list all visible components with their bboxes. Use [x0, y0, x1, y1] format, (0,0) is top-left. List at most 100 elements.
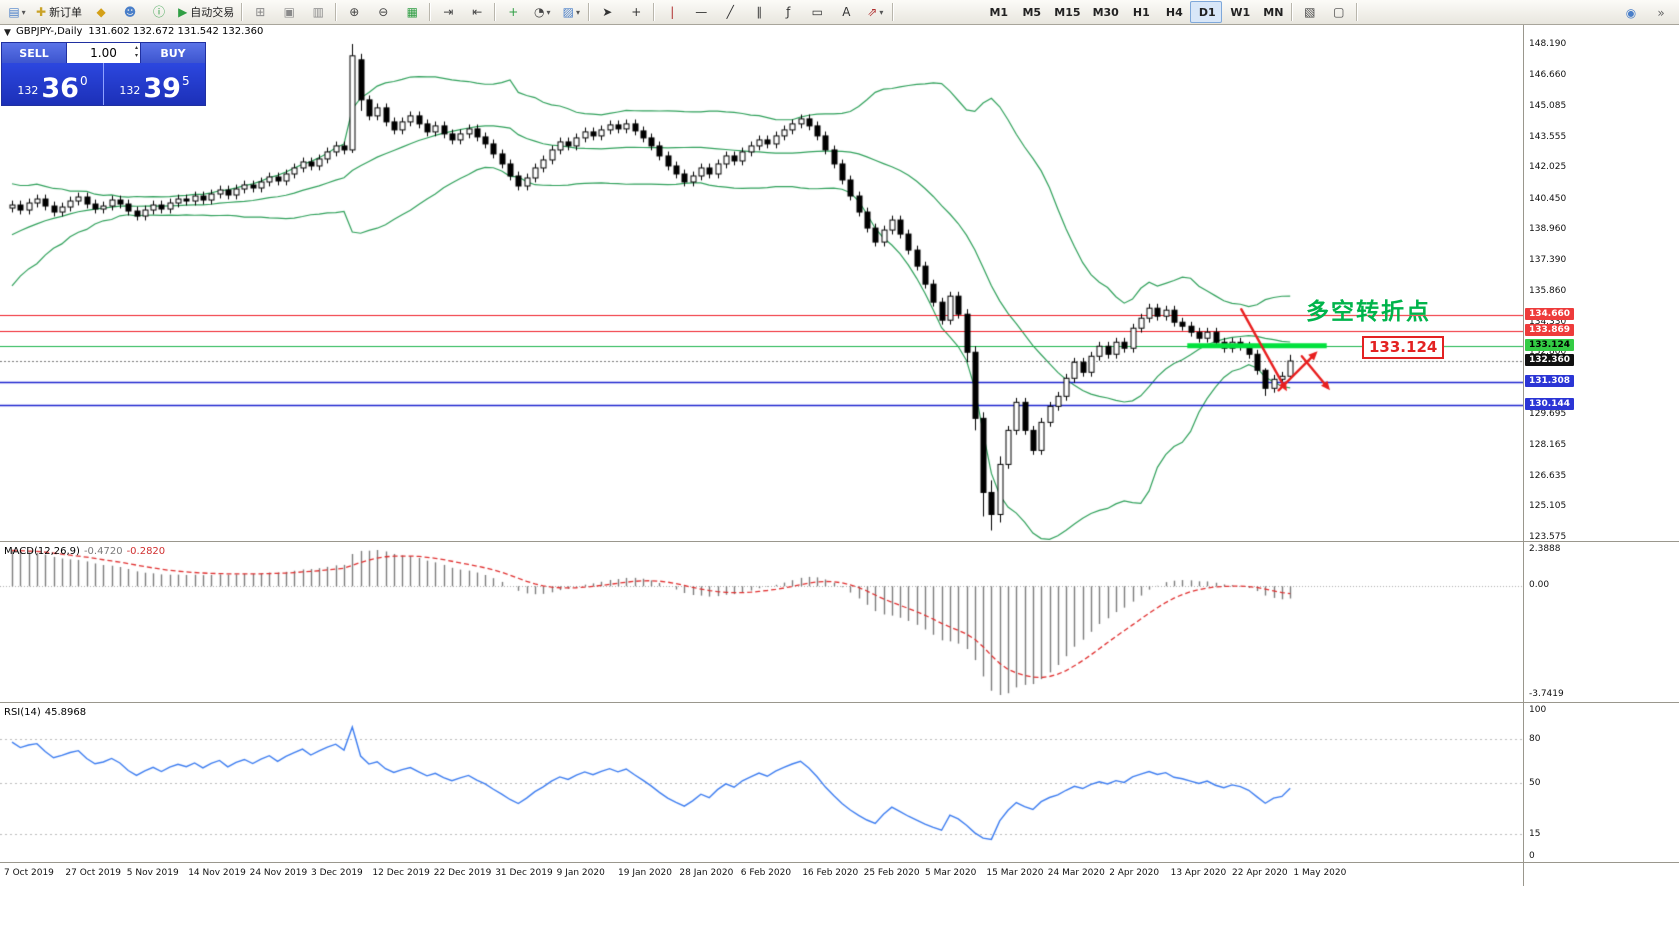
toolbar-button-text-tool[interactable]: A: [832, 1, 860, 23]
toolbar-button-objects-list[interactable]: ▧: [1296, 1, 1324, 23]
toolbar-button-trendline-tool[interactable]: ╱: [716, 1, 744, 23]
horizontal-line-tool-icon: —: [695, 5, 708, 19]
buy-button[interactable]: BUY: [141, 43, 205, 63]
toolbar-button-indicators[interactable]: ▦: [398, 1, 426, 23]
toolbar-button-timeframe-w1[interactable]: W1: [1223, 1, 1255, 23]
toolbar-button-new-order[interactable]: ✚ 新订单: [32, 1, 86, 23]
toolbar-button-timeframe-h4[interactable]: H4: [1157, 1, 1189, 23]
toolbar-button-menu-more[interactable]: »: [1647, 2, 1675, 24]
one-click-trading-panel: SELL 1.00 ▴ ▾ BUY 132 36 0 132 39 5: [1, 42, 206, 106]
toolbar-button-timeframe-m5[interactable]: M5: [1014, 1, 1046, 23]
toolbar-button-templates[interactable]: ▨ ▾: [557, 1, 585, 23]
toolbar-button-timeframe-h1[interactable]: H1: [1124, 1, 1156, 23]
toolbar-button-help[interactable]: ⓘ: [145, 1, 173, 23]
toolbar-button-arrange-windows[interactable]: ▥: [304, 1, 332, 23]
timeframe-d1-label: D1: [1198, 5, 1216, 19]
toolbar-button-community[interactable]: ◉: [1617, 2, 1645, 24]
toolbar-separator: [429, 3, 432, 21]
toolbar-button-shapes-tool[interactable]: ▭: [803, 1, 831, 23]
price-callout[interactable]: 133.124: [1362, 336, 1445, 359]
toolbar-button-zoom-in[interactable]: ⊕: [340, 1, 368, 23]
vertical-line-tool-icon: |: [670, 5, 675, 19]
toolbar-button-horizontal-line-tool[interactable]: —: [687, 1, 715, 23]
toolbar-button-timeframe-mn[interactable]: MN: [1256, 1, 1288, 23]
rsi-panel-canvas[interactable]: [0, 704, 1523, 862]
sell-price-base: 132: [17, 84, 39, 97]
date-label: 31 Dec 2019: [495, 868, 553, 878]
toolbar-button-timeframe-m1[interactable]: M1: [981, 1, 1013, 23]
one-click-prices: 132 36 0 132 39 5: [2, 63, 205, 105]
toolbar-button-cascade-windows[interactable]: ▣: [275, 1, 303, 23]
community-icon: ◉: [1625, 6, 1637, 20]
date-label: 27 Oct 2019: [65, 868, 122, 878]
panel-separator[interactable]: [0, 862, 1679, 864]
price-axis-label: 132.800: [1529, 347, 1567, 358]
toolbar-button-channel-tool[interactable]: ∥: [745, 1, 773, 23]
toolbar-button-quick-order[interactable]: +: [499, 1, 527, 23]
toolbar-button-timeframe-m30[interactable]: M30: [1086, 1, 1123, 23]
volume-spinner[interactable]: ▴ ▾: [135, 44, 138, 60]
spinner-up-icon[interactable]: ▴: [134, 44, 138, 51]
toolbar-button-timeframe-m15[interactable]: M15: [1047, 1, 1084, 23]
toolbar-button-timeframe-d1[interactable]: D1: [1189, 1, 1222, 23]
buy-price-base: 132: [119, 84, 141, 97]
macd-signal-value: -0.2820: [126, 546, 166, 557]
panel-separator[interactable]: [0, 541, 1679, 543]
time-axis[interactable]: 7 Oct 2019 27 Oct 2019 5 Nov 2019 14 Nov 20…: [0, 864, 1523, 886]
toolbar-button-cursor[interactable]: ➤: [593, 1, 621, 23]
panel-separator[interactable]: [0, 702, 1679, 704]
macd-panel-canvas[interactable]: [0, 543, 1523, 702]
timeframe-h4-label: H4: [1165, 5, 1183, 19]
timeframe-mn-label: MN: [1263, 5, 1284, 19]
price-axis-label: 134.330: [1529, 316, 1567, 327]
date-label: 1 May 2020: [1293, 868, 1347, 878]
toolbar-button-new-chart[interactable]: ▤ ▾: [3, 1, 31, 23]
cascade-windows-icon: ▣: [283, 5, 295, 19]
chart-title: GBPJPY-,Daily 131.602 132.672 131.542 13…: [16, 26, 263, 37]
rsi-label: RSI(14) 45.8968: [4, 707, 86, 718]
toolbar-button-arrows-tool[interactable]: ⇗ ▾: [861, 1, 889, 23]
arrange-windows-icon: ▥: [312, 5, 324, 19]
one-click-collapse-icon[interactable]: ▼: [4, 28, 11, 38]
zoom-in-icon: ⊕: [349, 5, 360, 19]
rsi-scale-label: 0: [1529, 851, 1535, 861]
volume-input[interactable]: 1.00 ▴ ▾: [66, 43, 141, 63]
sell-button[interactable]: SELL: [2, 43, 66, 63]
buy-price-pips: 39: [143, 73, 181, 105]
buy-price-button[interactable]: 132 39 5: [103, 63, 205, 105]
toolbar-button-zoom-out[interactable]: ⊖: [369, 1, 397, 23]
macd-scale-max: 2.3888: [1529, 544, 1561, 554]
toolbar-button-periods[interactable]: ◔ ▾: [528, 1, 556, 23]
macd-scale-zero: 0.00: [1529, 580, 1550, 591]
caret-down-icon: ▾: [879, 7, 884, 17]
arrows-tool-icon: ⇗: [867, 5, 878, 19]
caret-down-icon: ▾: [546, 7, 551, 17]
price-axis-label: 126.635: [1529, 470, 1567, 481]
toolbar-button-crosshair[interactable]: +: [622, 1, 650, 23]
rsi-scale-label: 80: [1529, 734, 1541, 745]
price-axis-label: 145.085: [1529, 101, 1567, 112]
toolbar-button-market-watch[interactable]: ◆: [87, 1, 115, 23]
toolbar-button-tile-windows[interactable]: ⊞: [246, 1, 274, 23]
timeframe-m15-label: M15: [1054, 5, 1081, 19]
price-axis-label: 143.555: [1529, 131, 1567, 142]
toolbar-button-vertical-line-tool[interactable]: |: [658, 1, 686, 23]
price-axis[interactable]: 148.190 146.660 145.085 143.555 142.025 140.4…: [1523, 0, 1679, 944]
toolbar-button-auto-scroll[interactable]: ⇥: [434, 1, 462, 23]
toolbar-button-profiles[interactable]: ☻: [116, 1, 144, 23]
toolbar-separator: [1290, 3, 1293, 21]
toolbar-button-full-screen[interactable]: ▢: [1325, 1, 1353, 23]
annotation-turning-point[interactable]: 多空转折点: [1306, 299, 1431, 325]
toolbar-button-fibonacci-tool[interactable]: ƒ: [774, 1, 802, 23]
toolbar-button-chart-shift[interactable]: ⇤: [463, 1, 491, 23]
date-label: 5 Mar 2020: [925, 868, 977, 878]
main-chart-canvas[interactable]: [0, 24, 1523, 541]
date-label: 6 Feb 2020: [740, 868, 792, 878]
timeframe-m30-label: M30: [1092, 5, 1119, 19]
toolbar-button-autotrading[interactable]: ▶ 自动交易: [174, 1, 238, 23]
sell-price-button[interactable]: 132 36 0: [2, 63, 103, 105]
date-label: 24 Nov 2019: [249, 868, 308, 878]
sell-price-pips: 36: [41, 73, 79, 105]
spinner-down-icon[interactable]: ▾: [134, 51, 138, 59]
